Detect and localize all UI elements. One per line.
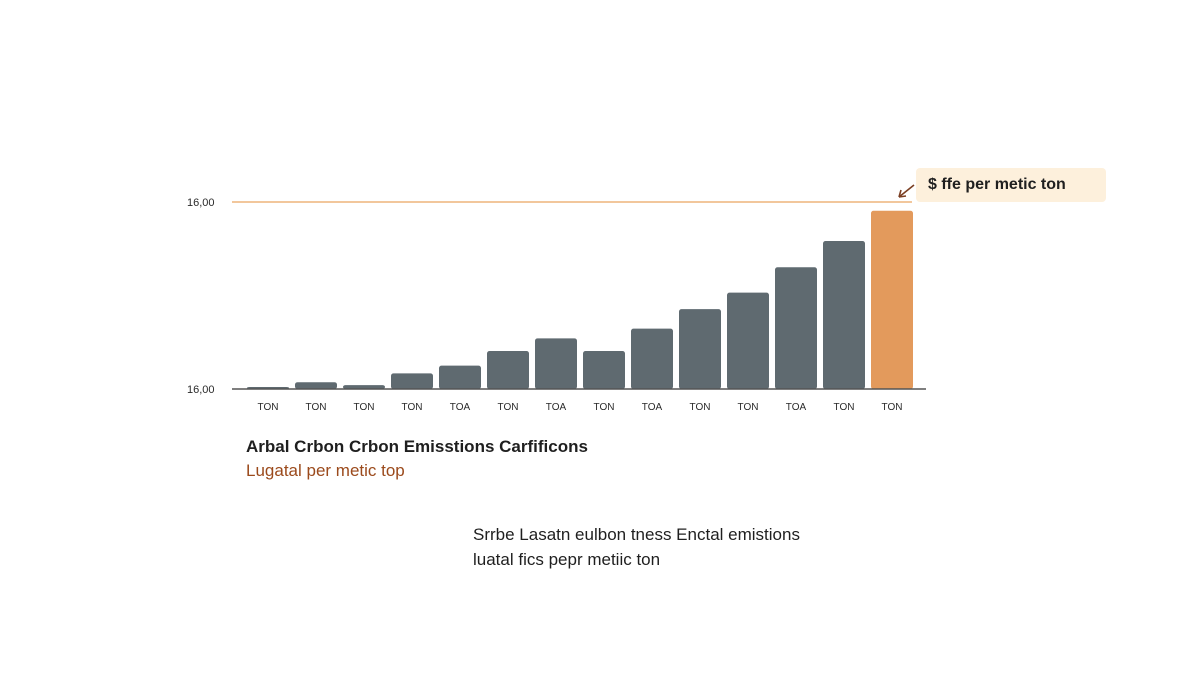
bar bbox=[535, 338, 577, 389]
x-tick-label: TOA bbox=[642, 402, 663, 413]
bar bbox=[295, 382, 337, 389]
chart-title: Arbal Crbon Crbon Emisstions Carfificons bbox=[246, 437, 588, 456]
x-ticks-group: TON TON TON TON TOA TON TOA TON TOA TON TON TOA TON T… bbox=[258, 402, 903, 413]
x-tick-label: TON bbox=[306, 402, 327, 413]
bar bbox=[727, 292, 769, 389]
callout-arrow bbox=[898, 184, 915, 198]
x-tick-label: TON bbox=[258, 402, 279, 413]
note-line-2: luatal fics pepr metiic ton bbox=[473, 550, 661, 569]
bar-highlight bbox=[871, 210, 913, 389]
x-tick-label: TOA bbox=[786, 402, 807, 413]
x-tick-label: TON bbox=[834, 402, 855, 413]
bar bbox=[679, 309, 721, 389]
bar bbox=[631, 328, 673, 389]
bar bbox=[439, 365, 481, 389]
x-tick-label: TON bbox=[498, 402, 519, 413]
x-tick-label: TOA bbox=[450, 402, 471, 413]
y-tick-label-bottom: 16,00 bbox=[187, 384, 215, 396]
bar bbox=[583, 351, 625, 389]
bar bbox=[391, 373, 433, 389]
bar bbox=[775, 267, 817, 389]
x-tick-label: TON bbox=[402, 402, 423, 413]
callout-text: $ ffe per metic ton bbox=[928, 176, 1066, 193]
x-tick-label: TON bbox=[354, 402, 375, 413]
price-callout: $ ffe per metic ton bbox=[916, 168, 1106, 202]
x-tick-label: TON bbox=[690, 402, 711, 413]
bars-group bbox=[247, 210, 913, 389]
chart-subtitle: Lugatal per metic top bbox=[246, 461, 405, 480]
bar bbox=[823, 241, 865, 389]
x-tick-label: TON bbox=[882, 402, 903, 413]
bar bbox=[487, 351, 529, 389]
x-tick-label: TON bbox=[738, 402, 759, 413]
x-tick-label: TOA bbox=[546, 402, 567, 413]
y-tick-label-top: 16,00 bbox=[187, 197, 215, 209]
bar bbox=[343, 385, 385, 389]
note-line-1: Srrbe Lasatn eulbon tness Enctal emistio… bbox=[473, 525, 800, 544]
x-tick-label: TON bbox=[594, 402, 615, 413]
